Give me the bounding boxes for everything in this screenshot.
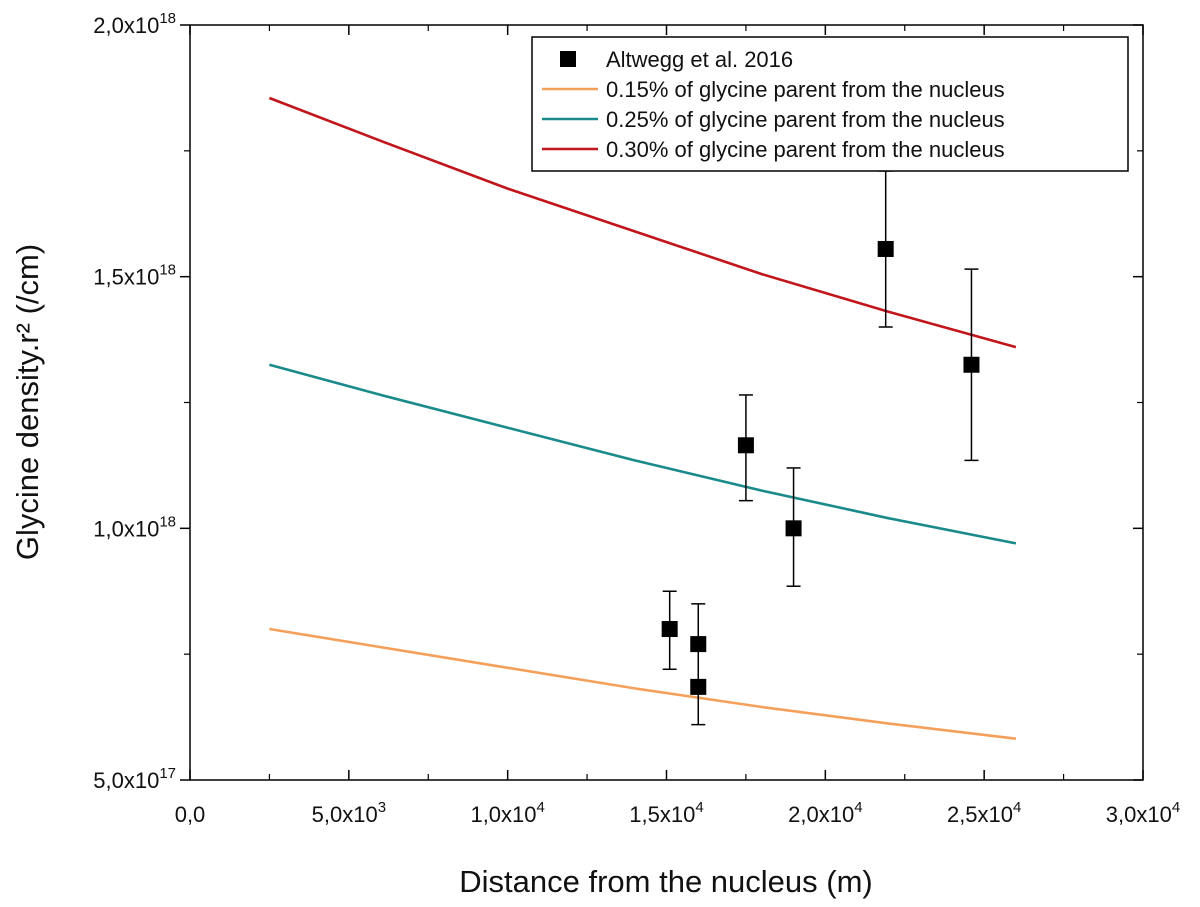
y-tick-label: 5,0x1017 (93, 765, 176, 793)
data-point-1 (661, 590, 678, 671)
point-marker (963, 356, 980, 373)
legend-label-1: 0.15% of glycine parent from the nucleus (606, 77, 1005, 102)
series-line-1 (269, 627, 1017, 740)
data-point-4 (737, 394, 754, 502)
legend-marker-points (560, 51, 576, 67)
x-axis-title: Distance from the nucleus (m) (459, 864, 872, 899)
legend-box (531, 36, 1129, 172)
point-marker (690, 636, 707, 653)
legend-label-points: Altwegg et al. 2016 (606, 47, 793, 72)
x-tick-label: 1,5x104 (629, 799, 703, 827)
point-marker (877, 240, 894, 257)
x-tick-label: 3,0x104 (1106, 799, 1180, 827)
x-tick-label: 2,0x104 (788, 799, 862, 827)
y-tick-label: 1,5x1018 (93, 262, 176, 290)
legend-label-3: 0.30% of glycine parent from the nucleus (606, 137, 1005, 162)
data-point-6 (877, 170, 894, 328)
data-point-5 (785, 467, 802, 587)
point-marker (661, 621, 678, 637)
point-marker (737, 437, 754, 454)
series-line-3 (268, 96, 1017, 349)
point-marker (690, 678, 707, 695)
x-tick-label: 2,5x104 (947, 799, 1021, 827)
x-tick-label: 0,0 (175, 802, 206, 827)
y-tick-label: 1,0x1018 (93, 513, 176, 541)
point-marker (785, 520, 802, 537)
x-tick-label: 1,0x104 (470, 799, 544, 827)
y-tick-label: 2,0x1018 (93, 10, 176, 38)
y-axis-title: Glycine density.r² (/cm) (10, 244, 45, 560)
data-point-3 (690, 648, 707, 726)
data-point-7 (963, 268, 980, 462)
legend-label-2: 0.25% of glycine parent from the nucleus (606, 107, 1005, 132)
series-line-2 (269, 363, 1017, 545)
x-tick-label: 5,0x103 (312, 799, 386, 827)
